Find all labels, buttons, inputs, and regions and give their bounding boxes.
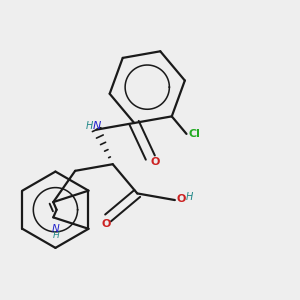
Text: N: N (93, 121, 101, 131)
Text: N: N (52, 224, 60, 234)
Text: O: O (151, 157, 160, 166)
Text: H: H (186, 192, 193, 203)
Text: O: O (101, 219, 111, 229)
Text: O: O (177, 194, 186, 204)
Text: H: H (52, 231, 59, 240)
Text: H: H (85, 121, 93, 131)
Text: Cl: Cl (188, 129, 200, 139)
